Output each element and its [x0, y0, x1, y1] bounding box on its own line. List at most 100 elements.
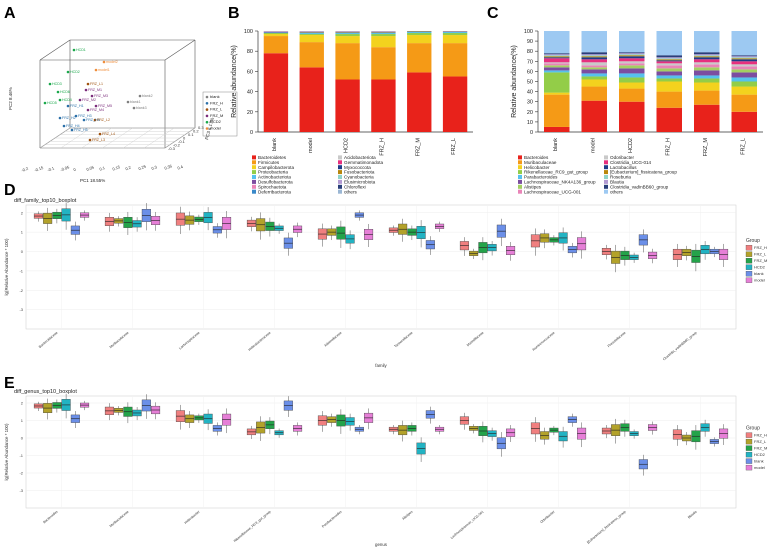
boxplot-legend-label: model	[754, 465, 765, 470]
boxplot-x-axis-title: genus	[375, 542, 388, 547]
boxplot-title: diff_genus_top10_boxplot	[14, 389, 77, 395]
bar-segment	[694, 62, 720, 65]
bar-legend-swatch	[604, 155, 608, 160]
bar-segment	[694, 55, 720, 57]
bar-segment	[335, 33, 360, 35]
bar-legend-label: [Eubacterium]_fissicatena_group	[610, 170, 677, 175]
pca-point-label: HCD5	[47, 101, 57, 105]
bar-segment	[407, 43, 432, 73]
bar-segment	[619, 31, 645, 53]
pca-legend-marker	[205, 114, 209, 118]
bar-segment	[619, 63, 645, 66]
bar-legend-swatch	[338, 160, 342, 165]
bar-segment	[581, 76, 607, 80]
bar-legend-label: Cyanobacteria	[344, 175, 374, 180]
bar-segment	[299, 32, 324, 33]
pca-legend-label: HCD2	[210, 119, 222, 124]
boxplot-legend-title: Group	[746, 238, 760, 244]
boxplot-y-tick-label: -3	[19, 488, 23, 493]
bar-segment	[544, 72, 570, 93]
bar-segment	[656, 65, 682, 69]
boxplot-y-tick-label: -2	[19, 471, 23, 476]
bar-segment	[371, 47, 396, 80]
bar-segment	[694, 67, 720, 71]
boxplot-panel-bg	[25, 395, 737, 509]
pca-x-tick-label: -0.05	[60, 164, 71, 172]
boxplot-y-tick-label: -3	[19, 307, 23, 312]
bar-segment	[581, 55, 607, 57]
bar-segment	[731, 58, 757, 60]
bar-segment	[263, 31, 289, 32]
bar-segment	[581, 54, 607, 56]
boxplot-legend-swatch	[745, 258, 753, 264]
bar-y-tick-label: 50	[527, 80, 533, 86]
pca-z-tick-label: -0.3	[168, 146, 176, 151]
bar-y-tick-label: 60	[247, 69, 253, 75]
bar-legend-swatch	[338, 179, 342, 184]
bar-legend-label: Rikenellaceae_RC9_gut_group	[524, 170, 588, 175]
panel-label-b: B	[228, 5, 240, 22]
boxplot-y-tick-label: 2	[21, 401, 24, 406]
pca-point-label: FRZ_H1	[70, 104, 84, 108]
pca-point	[88, 138, 92, 142]
boxplot-legend-label: FRZ_H	[754, 433, 767, 438]
bar-segment	[581, 52, 607, 55]
boxplot-legend-swatch	[745, 432, 753, 438]
bar-segment	[442, 33, 468, 36]
bar-y-tick-label: 60	[527, 69, 533, 75]
bar-segment	[731, 56, 757, 58]
bar-segment	[544, 63, 570, 66]
pca-legend-label: FRZ_M	[210, 113, 223, 118]
bar-segment	[656, 75, 682, 79]
bar-segment	[299, 34, 324, 36]
boxplot-category-label: Prevotellaceae	[607, 331, 627, 349]
bar-segment	[544, 70, 570, 73]
bar-segment	[581, 31, 607, 53]
panel-label-c: C	[487, 5, 499, 22]
bar-segment	[544, 54, 570, 56]
boxplot-legend-label: blank	[754, 271, 764, 276]
bar-legend-label: Gemmatimonadota	[344, 160, 384, 165]
bar-segment	[731, 59, 757, 62]
bar-segment	[619, 65, 645, 69]
bar-segment	[371, 79, 396, 132]
bar-y-tick-label: 0	[530, 130, 533, 136]
boxplot-category-label: Tannerellaceae	[393, 331, 413, 349]
bar-legend-label: Fusobacteriota	[344, 170, 375, 175]
bar-segment	[581, 79, 607, 87]
bar-legend-swatch	[518, 165, 522, 170]
bar-legend-label: Elusimicrobiota	[344, 180, 376, 185]
pca-point-label: blank2	[142, 94, 153, 98]
bar-segment	[299, 31, 324, 32]
bar-legend-label: Bacteroidetes	[258, 155, 287, 160]
bar-legend-swatch	[604, 165, 608, 170]
pca-point-label: HCD4	[62, 98, 72, 102]
boxplot-y-axis-title: lg(Relative Abundance * 100)	[4, 238, 9, 295]
bar-segment	[544, 53, 570, 55]
pca-x-tick-label: 0	[73, 166, 78, 172]
bar-segment	[619, 88, 645, 102]
bar-segment	[263, 34, 289, 37]
pca-z-axis-label: PC3 6.17%	[204, 117, 215, 140]
bar-segment	[407, 35, 432, 44]
bar-segment	[731, 61, 757, 65]
bar-segment	[656, 55, 682, 58]
bar-legend-label: Chloroflexi	[344, 184, 366, 189]
bar-segment	[694, 59, 720, 63]
bar-segment	[619, 101, 645, 132]
bar-segment	[407, 32, 432, 34]
boxplot-y-tick-label: -1	[19, 268, 23, 273]
pca-point	[78, 98, 82, 102]
bar-segment	[619, 82, 645, 89]
pca-point-label: FRZ_H4	[66, 124, 80, 128]
bar-legend-label: Clostridia_UCG-014	[610, 160, 652, 165]
pca-point	[72, 48, 76, 52]
pca-legend-marker	[205, 127, 209, 130]
bar-segment	[263, 32, 289, 33]
panel-label-e: E	[4, 375, 15, 392]
bar-y-tick-label: 0	[250, 130, 253, 136]
boxplot-legend-swatch	[745, 458, 753, 464]
pca-point	[94, 104, 98, 108]
bar-category-label: HCD2	[344, 138, 350, 153]
pca-z-tick-label: 0.1	[188, 132, 194, 137]
